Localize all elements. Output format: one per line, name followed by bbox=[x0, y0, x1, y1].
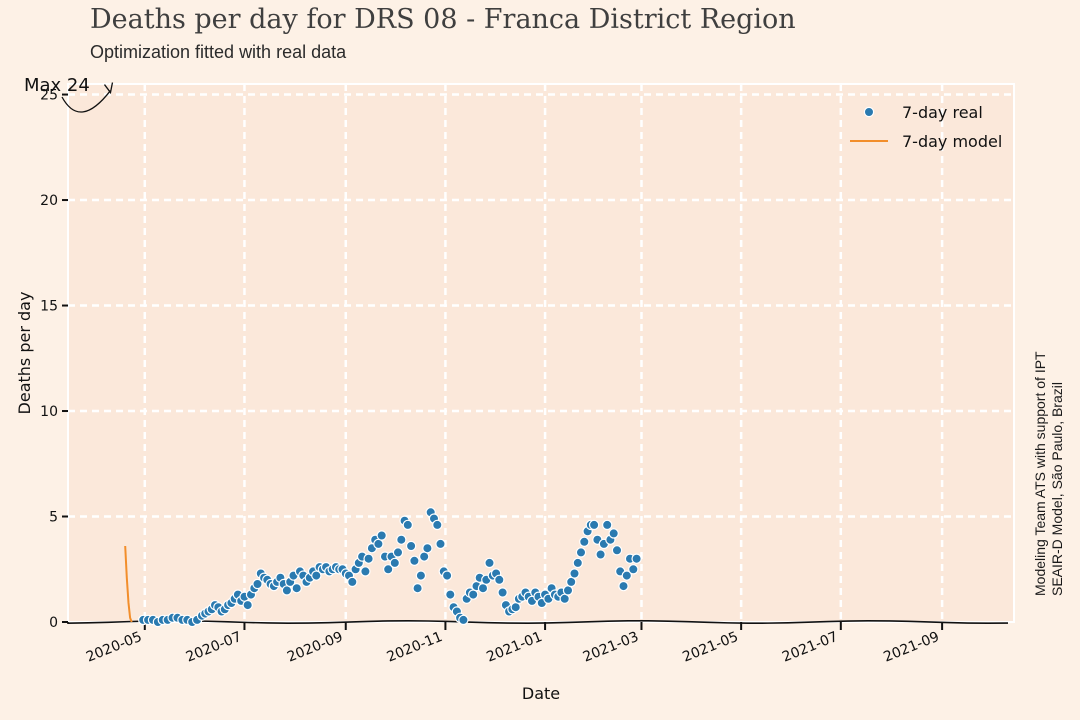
x-tick-label: 2020-07 bbox=[184, 629, 244, 666]
data-point bbox=[562, 585, 574, 596]
data-point bbox=[405, 540, 417, 552]
x-axis-line bbox=[67, 619, 1009, 625]
x-tick-label: 2021-05 bbox=[680, 629, 740, 666]
data-point bbox=[347, 576, 358, 588]
data-point bbox=[409, 555, 420, 567]
data-point bbox=[595, 549, 606, 560]
x-axis-label: Date bbox=[522, 684, 560, 703]
data-point bbox=[484, 557, 495, 569]
data-point bbox=[579, 536, 590, 548]
y-tick-label: 0 bbox=[49, 615, 58, 631]
data-point bbox=[602, 519, 613, 531]
data-point bbox=[441, 570, 453, 581]
data-point bbox=[432, 519, 443, 531]
data-point bbox=[588, 519, 600, 531]
y-tick-label: 10 bbox=[40, 404, 58, 420]
data-point bbox=[252, 578, 263, 590]
data-point bbox=[412, 583, 423, 594]
data-point bbox=[497, 587, 508, 598]
data-point bbox=[435, 538, 446, 550]
annotation-layer: Max 24 bbox=[24, 75, 114, 113]
legend-label: 7-day model bbox=[902, 132, 1002, 151]
data-point bbox=[396, 534, 407, 545]
data-point bbox=[415, 570, 427, 581]
data-point bbox=[363, 553, 374, 564]
legend: 7-day real 7-day model bbox=[850, 103, 1002, 151]
data-point bbox=[458, 614, 469, 626]
chart-title: Deaths per day for DRS 08 - Franca Distr… bbox=[90, 4, 796, 35]
x-tick-label: 2020-05 bbox=[84, 629, 144, 666]
y-tick-label: 20 bbox=[40, 193, 58, 209]
series-layer bbox=[124, 507, 642, 628]
data-point bbox=[376, 530, 387, 541]
data-point bbox=[628, 564, 639, 575]
data-point bbox=[569, 568, 580, 579]
grid-lines bbox=[68, 84, 1014, 622]
data-point bbox=[242, 599, 253, 611]
data-point bbox=[383, 564, 394, 575]
data-point bbox=[392, 547, 404, 558]
legend-dot-swatch bbox=[863, 106, 875, 118]
chart-subtitle: Optimization fitted with real data bbox=[90, 42, 347, 62]
legend-label: 7-day real bbox=[902, 103, 983, 122]
data-point bbox=[631, 553, 642, 564]
model-line bbox=[124, 545, 133, 623]
data-point bbox=[281, 585, 293, 596]
x-tick-label: 2021-01 bbox=[484, 629, 544, 666]
annotation-arrow-head bbox=[103, 82, 114, 95]
max-annotation-label: Max 24 bbox=[24, 75, 90, 96]
x-tick-label: 2021-09 bbox=[881, 629, 941, 666]
data-point bbox=[494, 574, 505, 586]
y-tick-label: 25 bbox=[40, 88, 58, 104]
x-tick-label: 2020-11 bbox=[385, 629, 445, 666]
y-axis-label: Deaths per day bbox=[15, 292, 34, 415]
x-tick-label: 2021-07 bbox=[780, 629, 840, 666]
y-tick-label: 5 bbox=[49, 510, 58, 526]
data-point bbox=[468, 589, 479, 600]
data-point bbox=[611, 545, 623, 556]
data-point bbox=[572, 557, 584, 569]
data-point bbox=[422, 543, 433, 554]
data-point bbox=[402, 519, 413, 531]
x-tick-label: 2021-03 bbox=[581, 629, 641, 666]
data-point bbox=[389, 557, 400, 569]
data-point bbox=[291, 583, 302, 594]
data-point bbox=[618, 580, 629, 592]
data-point bbox=[575, 547, 587, 558]
plot-area bbox=[67, 83, 1015, 623]
data-point bbox=[608, 528, 619, 539]
y-tick-label: 15 bbox=[40, 299, 58, 315]
data-point bbox=[445, 589, 456, 600]
x-tick-label: 2020-09 bbox=[285, 629, 345, 666]
data-point bbox=[621, 570, 633, 581]
data-point bbox=[360, 566, 371, 577]
annotation-arrow-line bbox=[61, 90, 111, 113]
